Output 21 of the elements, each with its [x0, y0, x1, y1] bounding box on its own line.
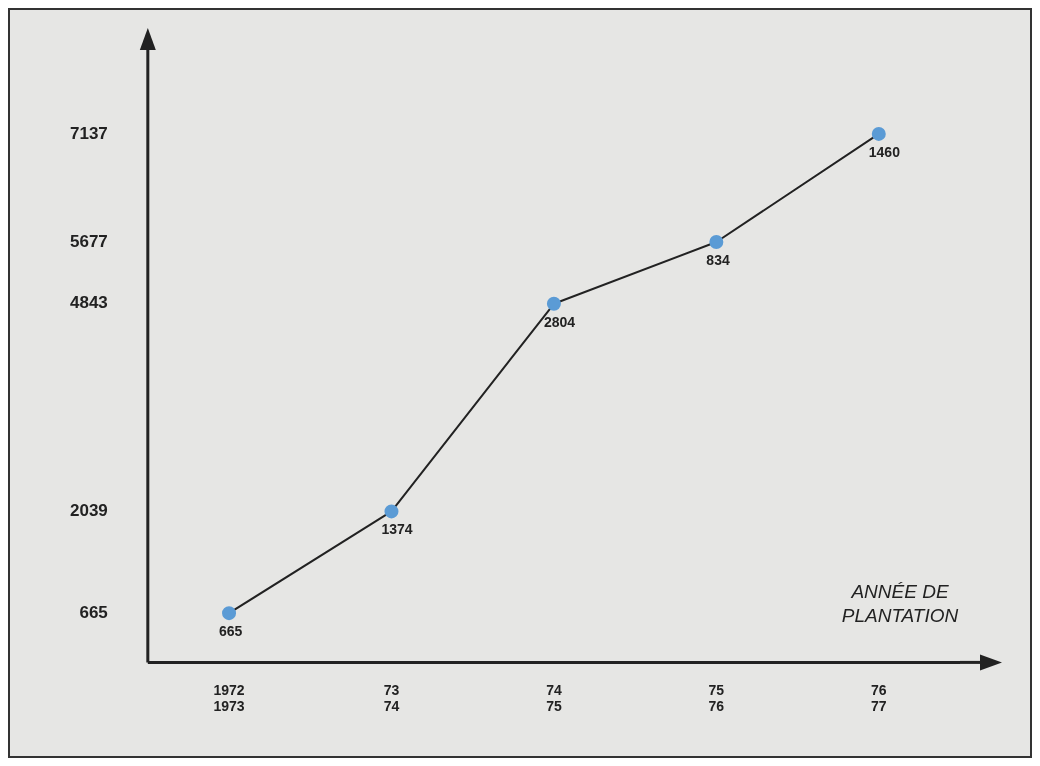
- point: [709, 235, 724, 250]
- y-tick-label: 5677: [69, 231, 108, 251]
- y-tick-label: 665: [79, 602, 108, 622]
- x-axis-title: ANNÉE DE PLANTATION: [841, 581, 959, 627]
- point: [871, 126, 886, 141]
- y-tick-label: 2039: [69, 501, 108, 521]
- x-tick-label: 73 74: [383, 681, 400, 715]
- x-tick-label: 74 75: [546, 681, 562, 715]
- x-tick-label: 75 76: [708, 681, 725, 715]
- point: [546, 296, 561, 311]
- point: [222, 606, 237, 621]
- y-tick-label: 7137: [69, 123, 108, 143]
- annotation: 2804: [543, 313, 576, 330]
- annotation: 1374: [381, 521, 413, 538]
- annotation: 1460: [868, 143, 901, 160]
- annotation: 834: [706, 251, 730, 268]
- x-tick-label: 76 77: [870, 681, 887, 715]
- point: [384, 504, 399, 519]
- x-tick-label: 1972 1973: [213, 681, 245, 715]
- y-tick-label: 4843: [69, 293, 108, 313]
- annotation: 665: [219, 623, 243, 640]
